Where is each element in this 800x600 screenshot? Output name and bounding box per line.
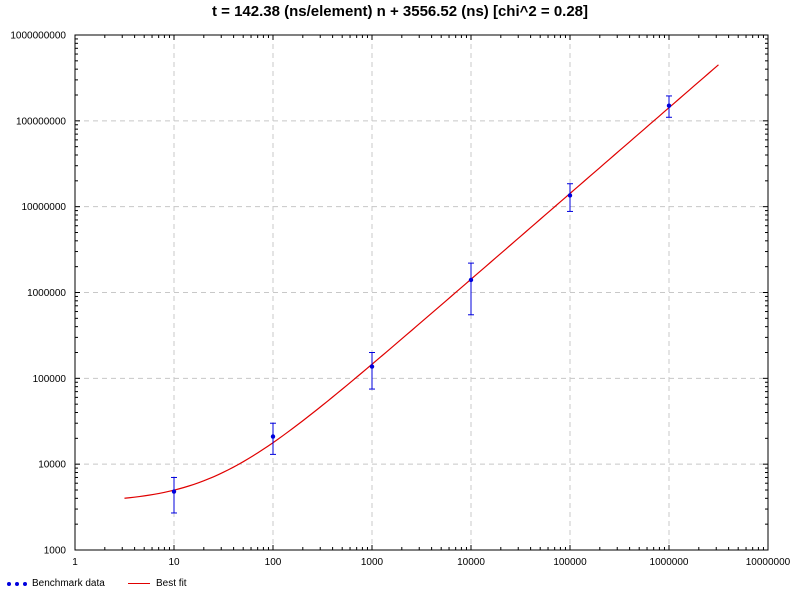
data-point-group bbox=[369, 351, 375, 390]
data-point bbox=[369, 364, 375, 369]
best-fit-line bbox=[124, 64, 719, 499]
chart-title: t = 142.38 (ns/element) n + 3556.52 (ns)… bbox=[211, 3, 589, 20]
legend-line-icon bbox=[128, 583, 150, 584]
legend-best-fit-label: Best fit bbox=[156, 578, 187, 589]
y-tick-label: 100000 bbox=[33, 374, 67, 385]
legend-benchmark: Benchmark data bbox=[7, 578, 105, 589]
data-point-group bbox=[171, 476, 177, 514]
x-tick-label: 10000000 bbox=[746, 557, 791, 568]
data-point bbox=[567, 193, 573, 198]
legend-benchmark-label: Benchmark data bbox=[32, 578, 105, 589]
data-point-group bbox=[270, 422, 276, 455]
data-point-group bbox=[468, 262, 474, 316]
x-tick-label: 100 bbox=[265, 557, 282, 568]
data-point-group bbox=[666, 95, 672, 118]
y-tick-label: 10000 bbox=[38, 460, 66, 471]
y-tick-label: 1000000 bbox=[27, 288, 66, 299]
x-tick-label: 1 bbox=[72, 557, 78, 568]
data-point bbox=[171, 489, 177, 494]
y-tick-labels: 1000 10000 100000 1000000 10000000 100000000 1… bbox=[10, 31, 66, 557]
x-tick-labels: 1 10 100 1000 10000 100000 1000000 10000000 bbox=[72, 557, 790, 568]
x-tick-label: 10 bbox=[168, 557, 180, 568]
x-tick-label: 10000 bbox=[457, 557, 485, 568]
x-tick-label: 100000 bbox=[553, 557, 587, 568]
grid-lines bbox=[75, 35, 768, 550]
data-point bbox=[666, 103, 672, 108]
legend-best-fit: Best fit bbox=[128, 578, 187, 589]
axis-ticks bbox=[74, 34, 769, 551]
data-point bbox=[468, 277, 474, 283]
legend-dots-icon bbox=[7, 581, 27, 586]
x-tick-label: 1000 bbox=[361, 557, 384, 568]
y-tick-label: 100000000 bbox=[16, 116, 66, 127]
data-point bbox=[270, 434, 276, 439]
best-fit-curve bbox=[124, 64, 719, 499]
benchmark-points bbox=[171, 95, 672, 514]
y-tick-label: 10000000 bbox=[22, 202, 67, 213]
x-tick-label: 1000000 bbox=[650, 557, 689, 568]
y-tick-label: 1000 bbox=[44, 546, 67, 557]
data-point-group bbox=[567, 183, 573, 212]
y-tick-label: 1000000000 bbox=[10, 31, 66, 42]
